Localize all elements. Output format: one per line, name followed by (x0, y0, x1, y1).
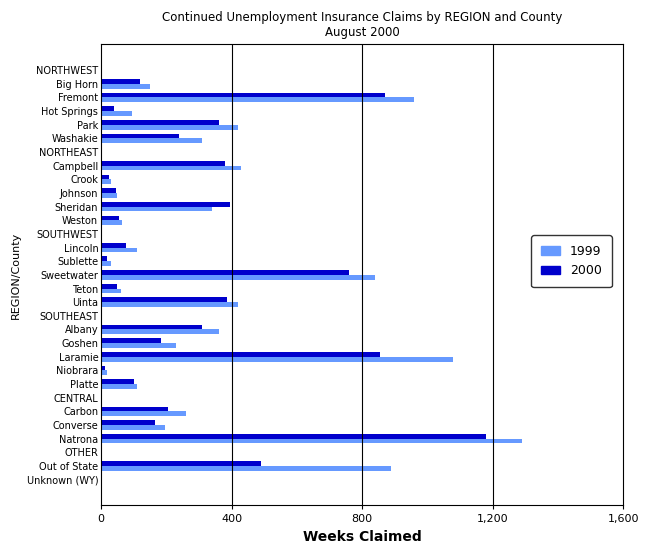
Bar (101, 111, 132, 116)
Bar (101, 215, 119, 220)
Bar (101, 179, 111, 184)
Bar (101, 98, 414, 102)
Y-axis label: REGION/County: REGION/County (11, 231, 21, 319)
Bar (101, 330, 218, 334)
Bar (101, 193, 118, 198)
Bar (101, 256, 107, 261)
Bar (101, 434, 486, 438)
Bar (101, 93, 385, 98)
X-axis label: Weeks Claimed: Weeks Claimed (303, 530, 421, 544)
Bar (101, 438, 522, 443)
Bar (101, 270, 349, 275)
Bar (101, 297, 227, 302)
Bar (101, 120, 218, 125)
Bar (101, 352, 380, 357)
Bar (101, 302, 238, 307)
Bar (101, 411, 186, 416)
Title: Continued Unemployment Insurance Claims by REGION and County
August 2000: Continued Unemployment Insurance Claims … (162, 11, 562, 39)
Bar (101, 343, 176, 348)
Bar (101, 125, 238, 129)
Bar (101, 79, 140, 84)
Bar (101, 357, 454, 361)
Bar (101, 461, 261, 466)
Bar (101, 220, 122, 225)
Legend: 1999, 2000: 1999, 2000 (531, 235, 612, 287)
Bar (101, 261, 111, 266)
Bar (101, 339, 161, 343)
Bar (101, 466, 391, 471)
Bar (101, 325, 202, 330)
Bar (101, 202, 230, 206)
Bar (101, 284, 118, 289)
Bar (101, 107, 114, 111)
Bar (101, 84, 150, 89)
Bar (101, 248, 137, 253)
Bar (101, 384, 137, 389)
Bar (101, 370, 107, 375)
Bar (101, 407, 168, 411)
Bar (101, 366, 105, 370)
Bar (101, 134, 179, 138)
Bar (101, 138, 202, 143)
Bar (101, 289, 121, 293)
Bar (101, 420, 155, 425)
Bar (101, 425, 164, 430)
Bar (101, 206, 212, 211)
Bar (101, 243, 125, 248)
Bar (101, 188, 116, 193)
Bar (101, 379, 134, 384)
Bar (101, 175, 109, 179)
Bar (101, 161, 225, 166)
Bar (101, 275, 375, 280)
Bar (101, 166, 241, 170)
